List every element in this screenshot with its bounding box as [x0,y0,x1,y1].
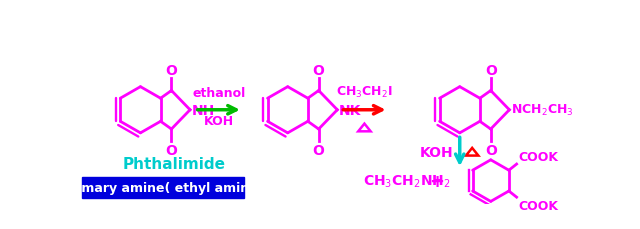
Text: ethanol: ethanol [192,87,245,100]
Text: O: O [484,143,497,157]
Text: O: O [166,63,177,77]
Text: COOK: COOK [518,199,558,212]
Text: KOH: KOH [420,145,454,159]
Text: NK: NK [339,103,361,117]
Text: +: + [429,172,444,190]
Text: O: O [313,143,324,157]
Text: KOH: KOH [204,114,234,127]
Text: CH$_3$CH$_2$NH$_2$: CH$_3$CH$_2$NH$_2$ [363,173,450,189]
Text: O: O [484,63,497,77]
FancyBboxPatch shape [81,177,244,199]
Text: Phthalimide: Phthalimide [123,156,226,171]
Text: O: O [166,143,177,157]
Text: O: O [313,63,324,77]
Text: COOK: COOK [518,150,558,163]
Text: NCH$_2$CH$_3$: NCH$_2$CH$_3$ [511,103,573,118]
Text: CH$_3$CH$_2$I: CH$_3$CH$_2$I [336,85,393,100]
Text: NH: NH [191,103,215,117]
Text: Primary amine( ethyl amine): Primary amine( ethyl amine) [62,181,264,194]
